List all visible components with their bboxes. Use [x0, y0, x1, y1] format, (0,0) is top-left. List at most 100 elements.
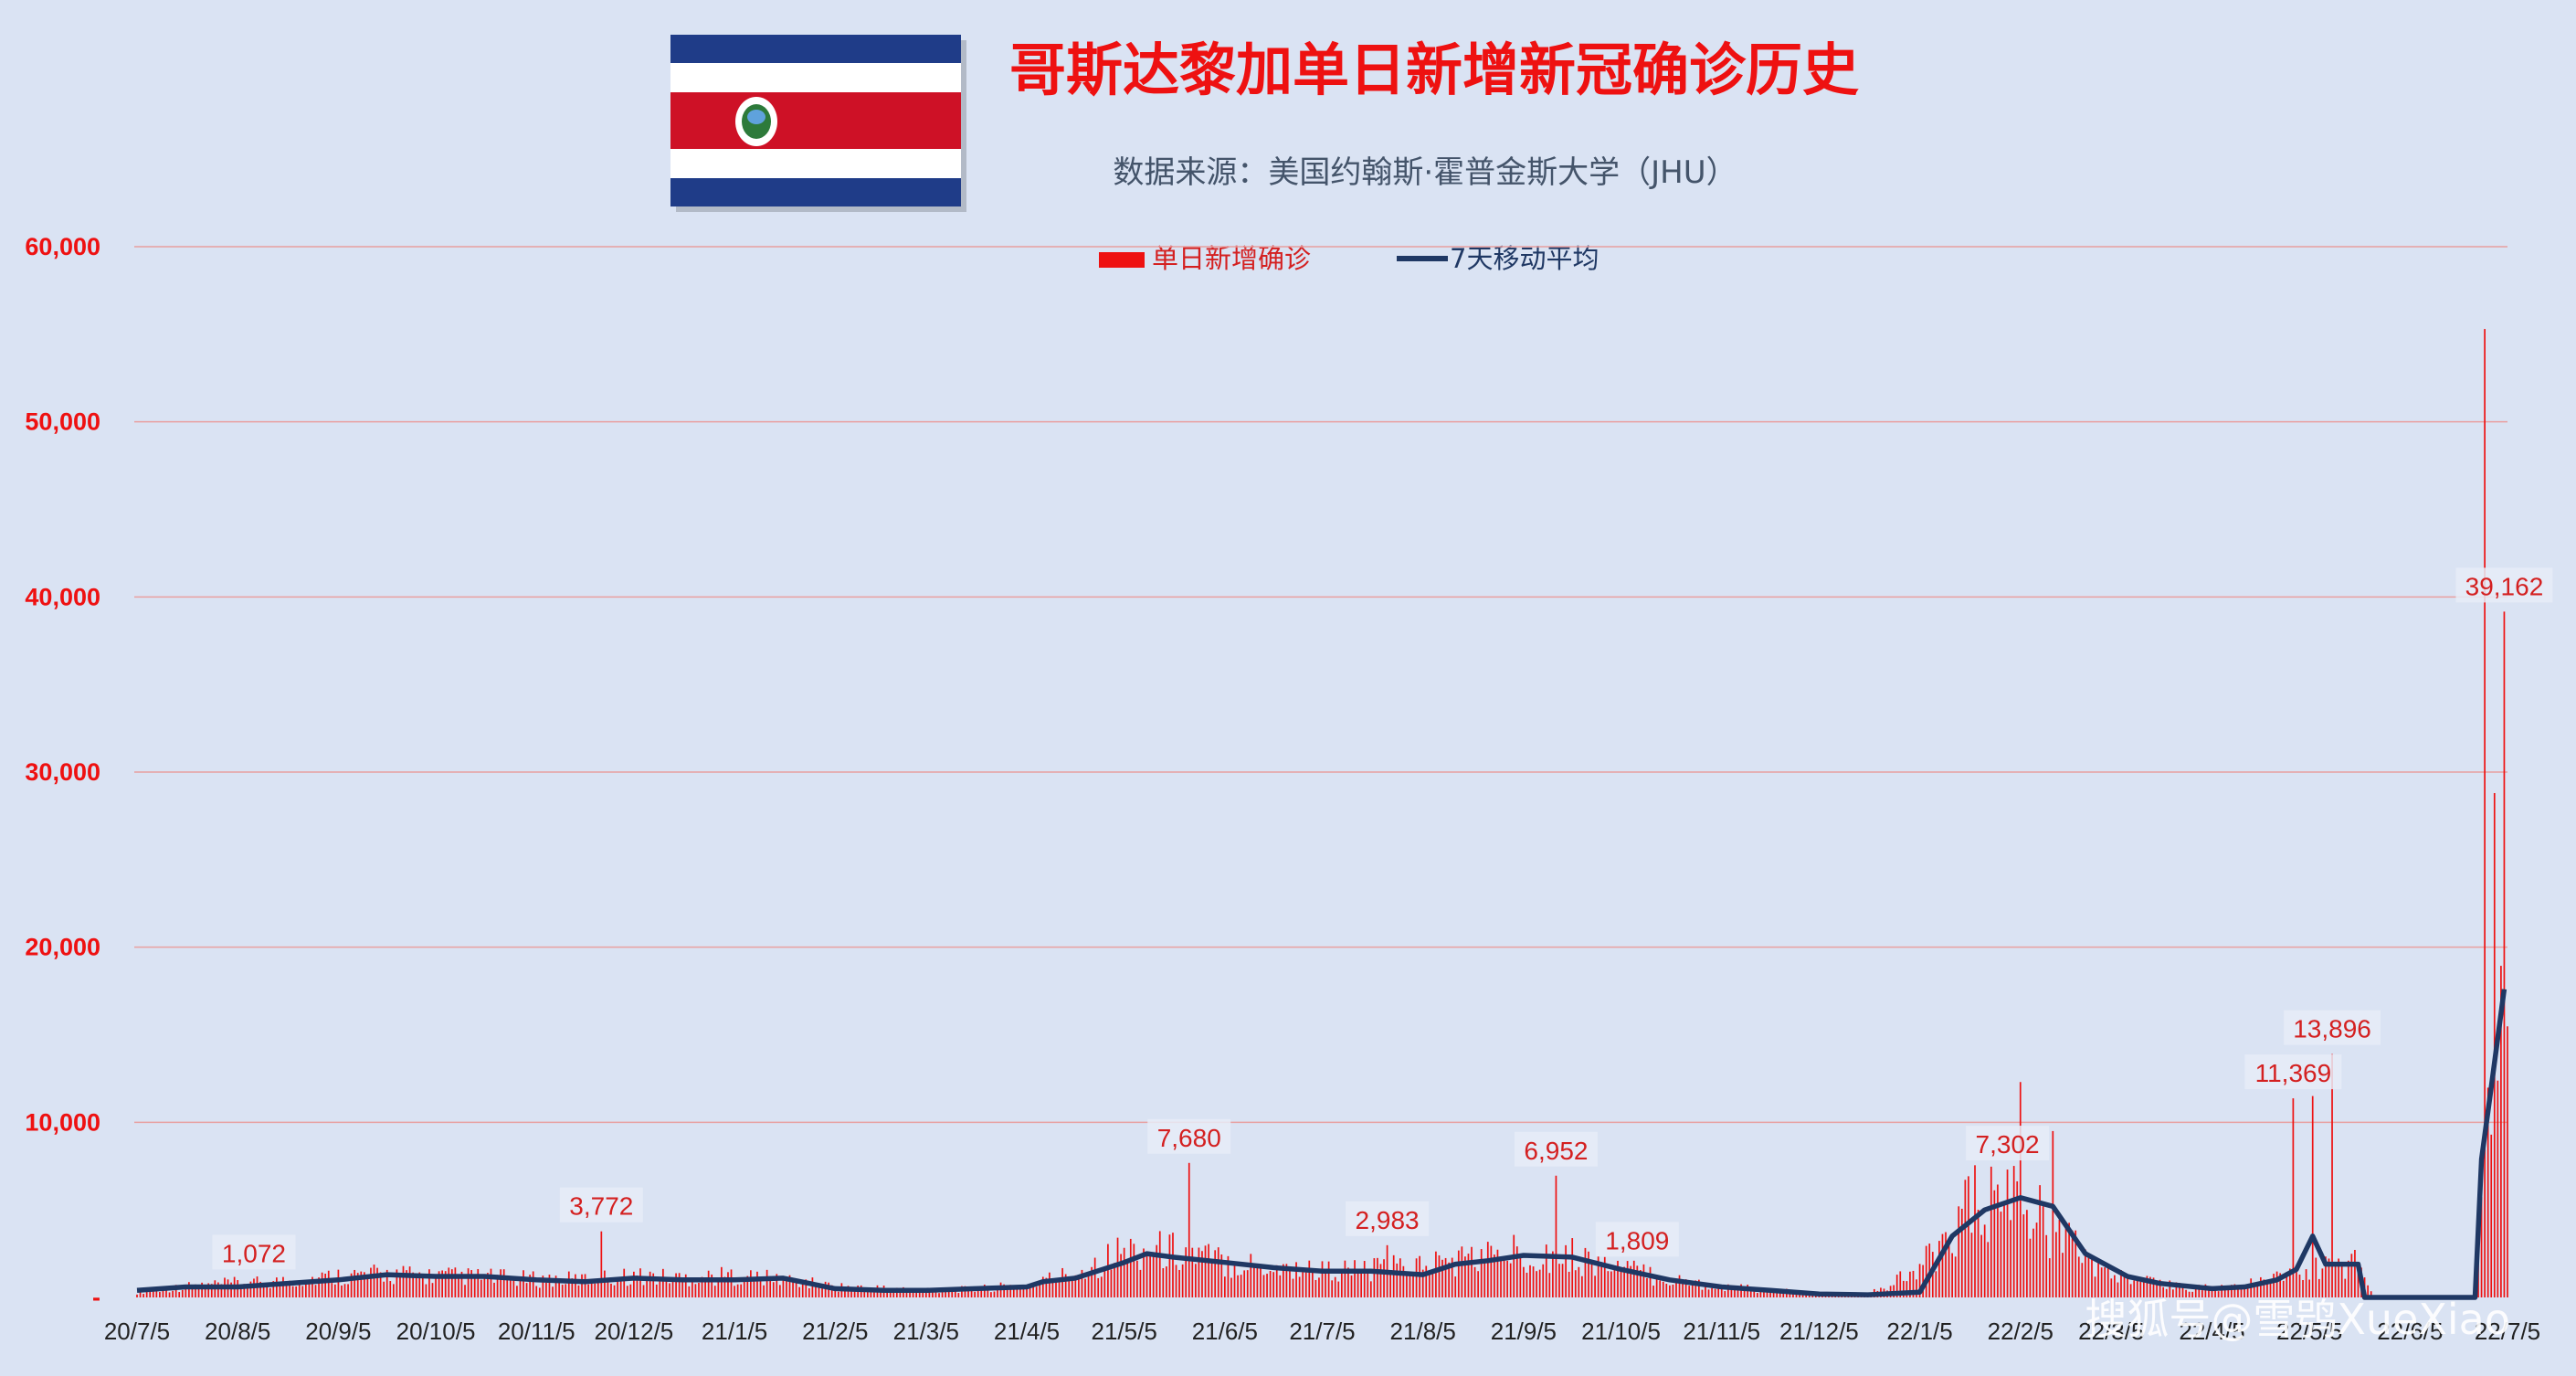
daily-bar: [1298, 1276, 1301, 1297]
daily-bar: [581, 1274, 583, 1297]
daily-bar: [1049, 1272, 1050, 1297]
daily-bar: [298, 1283, 301, 1297]
daily-bar: [1224, 1276, 1226, 1297]
daily-bar: [743, 1280, 745, 1297]
daily-bar: [2263, 1279, 2265, 1297]
daily-bar: [1055, 1281, 1057, 1297]
daily-bar: [1538, 1269, 1541, 1297]
moving-average-line: [136, 989, 2507, 1300]
daily-bar: [379, 1272, 382, 1297]
daily-bar: [1515, 1246, 1518, 1297]
daily-bar: [945, 1290, 946, 1297]
daily-bar: [1694, 1280, 1697, 1297]
daily-bar: [918, 1288, 921, 1297]
daily-bar: [1198, 1247, 1200, 1297]
daily-bar: [1763, 1290, 1765, 1297]
daily-bar: [1061, 1267, 1063, 1297]
daily-bar: [1756, 1293, 1758, 1297]
daily-bar: [596, 1283, 599, 1297]
daily-bar: [143, 1294, 144, 1297]
daily-bar: [2185, 1289, 2187, 1297]
x-tick-label: 22/1/5: [1886, 1318, 1952, 1345]
daily-bar: [2296, 1269, 2297, 1297]
daily-bar: [1272, 1272, 1275, 1297]
daily-bar: [1175, 1265, 1177, 1297]
daily-bar: [1100, 1276, 1103, 1297]
daily-bar: [2490, 1134, 2493, 1297]
daily-bar: [1983, 1224, 1986, 1297]
data-label: 7,302: [1976, 1130, 2040, 1159]
daily-bar: [301, 1286, 304, 1297]
daily-bar: [2292, 1098, 2295, 1297]
daily-bar: [2350, 1254, 2353, 1297]
daily-bar: [694, 1284, 697, 1297]
daily-bar: [1233, 1264, 1236, 1297]
daily-bar: [159, 1292, 161, 1297]
daily-bar: [1136, 1260, 1138, 1297]
daily-bar: [792, 1281, 794, 1297]
daily-bar: [1918, 1264, 1921, 1297]
daily-bar: [1480, 1249, 1483, 1297]
daily-bar: [801, 1284, 804, 1297]
daily-bar: [866, 1287, 869, 1297]
daily-bar: [1548, 1273, 1551, 1297]
daily-bar: [698, 1282, 700, 1297]
daily-bar: [886, 1288, 889, 1297]
daily-bar: [844, 1290, 846, 1297]
daily-bar: [1552, 1251, 1554, 1297]
daily-bar: [2104, 1267, 2106, 1297]
daily-bar: [1997, 1184, 1999, 1297]
daily-bar: [279, 1284, 281, 1297]
daily-bar: [977, 1290, 979, 1297]
daily-bar: [448, 1267, 450, 1297]
daily-bar: [185, 1286, 187, 1297]
daily-bar: [2484, 329, 2486, 1297]
daily-bar: [575, 1274, 576, 1297]
daily-bar: [2237, 1288, 2239, 1297]
daily-bar: [1649, 1266, 1652, 1297]
daily-bar: [765, 1269, 768, 1297]
daily-bar: [535, 1286, 538, 1297]
x-tick-label: 20/10/5: [396, 1318, 476, 1345]
daily-bar: [2045, 1234, 2048, 1297]
daily-bar: [1347, 1267, 1349, 1297]
daily-bar: [1425, 1265, 1428, 1297]
daily-bar: [1078, 1275, 1080, 1297]
daily-bar: [924, 1292, 927, 1297]
daily-bar: [1181, 1264, 1184, 1297]
daily-bar: [2117, 1282, 2119, 1297]
daily-bar: [2315, 1257, 2317, 1297]
daily-bar: [1753, 1287, 1756, 1297]
daily-bar: [607, 1281, 609, 1297]
daily-bar: [259, 1281, 261, 1297]
daily-bar: [392, 1284, 395, 1297]
daily-bar: [490, 1268, 492, 1297]
daily-bar: [1740, 1284, 1742, 1297]
daily-bar: [1149, 1254, 1151, 1297]
daily-bar: [247, 1286, 248, 1297]
daily-bar: [1406, 1275, 1408, 1297]
daily-bar: [899, 1289, 902, 1297]
daily-bar: [314, 1285, 317, 1297]
daily-bar: [1029, 1284, 1031, 1297]
daily-bar: [2503, 611, 2506, 1297]
daily-bar: [239, 1286, 242, 1297]
daily-bar: [1145, 1255, 1148, 1297]
daily-bar: [1477, 1271, 1479, 1297]
daily-bar: [863, 1287, 866, 1297]
daily-bar: [2042, 1206, 2044, 1297]
daily-bar: [525, 1283, 528, 1297]
daily-bar: [1636, 1265, 1639, 1297]
daily-bar: [1494, 1254, 1495, 1297]
daily-bar: [1467, 1254, 1470, 1297]
daily-bar: [1899, 1271, 1902, 1297]
daily-bar: [1691, 1282, 1694, 1297]
daily-bar: [1902, 1280, 1905, 1297]
daily-bar: [1526, 1272, 1528, 1297]
daily-bar: [1392, 1254, 1395, 1297]
daily-bar: [2279, 1273, 2282, 1297]
daily-bar: [1311, 1269, 1314, 1297]
daily-bar: [633, 1271, 635, 1297]
